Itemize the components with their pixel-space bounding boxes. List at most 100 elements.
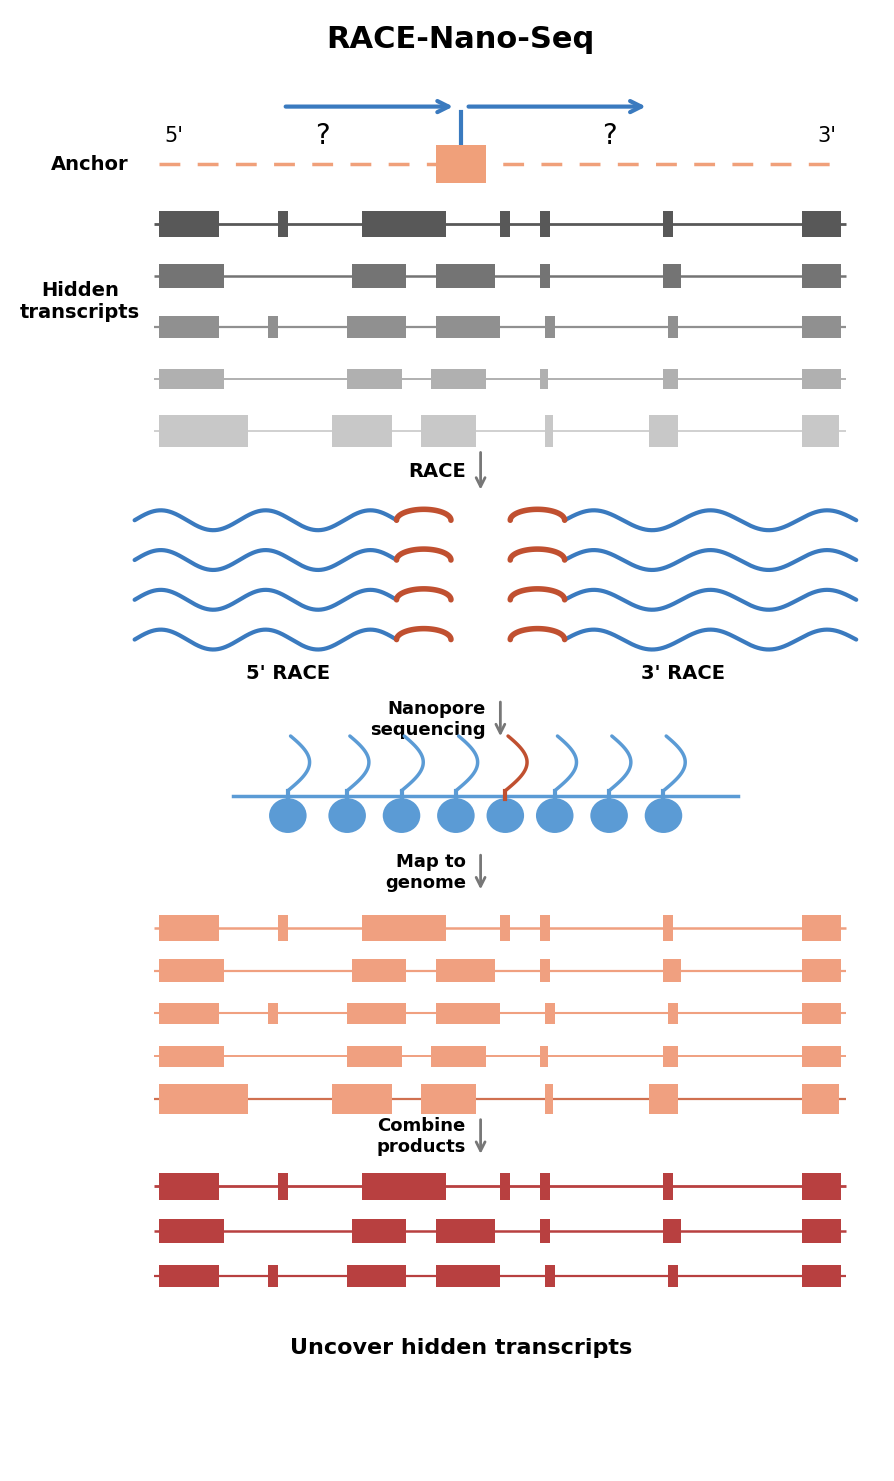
Ellipse shape	[536, 798, 573, 832]
Bar	[278, 210, 288, 237]
Bar	[500, 210, 510, 237]
Bar	[500, 915, 510, 940]
Bar	[801, 1173, 840, 1201]
Text: 5': 5'	[164, 126, 183, 147]
Bar	[159, 1084, 248, 1114]
Bar	[801, 317, 840, 338]
Bar	[347, 1003, 406, 1025]
Text: RACE: RACE	[408, 462, 465, 480]
Bar	[347, 1265, 406, 1287]
Bar	[801, 369, 840, 390]
Text: Anchor: Anchor	[51, 154, 129, 173]
Bar	[351, 1219, 406, 1243]
Text: 3': 3'	[816, 126, 835, 147]
Ellipse shape	[328, 798, 366, 832]
Bar	[648, 415, 678, 447]
Bar	[662, 1046, 678, 1066]
Bar	[668, 1003, 678, 1025]
Bar	[268, 317, 278, 338]
Bar	[435, 1265, 500, 1287]
Bar	[668, 1265, 678, 1287]
Bar	[662, 960, 680, 982]
Text: 5' RACE: 5' RACE	[246, 663, 330, 683]
Bar	[539, 210, 549, 237]
Bar	[668, 317, 678, 338]
Bar	[361, 1173, 445, 1201]
Bar	[662, 1219, 680, 1243]
Bar	[159, 1173, 218, 1201]
Bar	[801, 264, 840, 287]
Ellipse shape	[644, 798, 681, 832]
Bar	[435, 1003, 500, 1025]
Bar	[539, 264, 549, 287]
Bar	[801, 1084, 839, 1114]
Bar	[159, 1003, 218, 1025]
Bar	[431, 1046, 485, 1066]
Bar	[347, 1046, 401, 1066]
Bar	[801, 1219, 840, 1243]
Bar	[801, 960, 840, 982]
Text: Hidden
transcripts: Hidden transcripts	[21, 281, 140, 321]
Bar	[648, 1084, 678, 1114]
Text: RACE-Nano-Seq: RACE-Nano-Seq	[326, 25, 595, 55]
Text: Combine
products: Combine products	[376, 1117, 465, 1157]
Bar	[435, 145, 485, 184]
Bar	[500, 1173, 510, 1201]
Bar	[544, 1084, 552, 1114]
Bar	[332, 1084, 392, 1114]
Text: ?: ?	[601, 123, 616, 151]
Bar	[421, 415, 475, 447]
Bar	[431, 369, 485, 390]
Bar	[421, 1084, 475, 1114]
Bar	[159, 210, 218, 237]
Ellipse shape	[486, 798, 524, 832]
Bar	[662, 1173, 672, 1201]
Bar	[351, 960, 406, 982]
Bar	[801, 1265, 840, 1287]
Bar	[801, 1003, 840, 1025]
Bar	[539, 1173, 549, 1201]
Bar	[347, 317, 406, 338]
Bar	[159, 915, 218, 940]
Bar	[539, 369, 547, 390]
Bar	[435, 264, 495, 287]
Bar	[435, 960, 495, 982]
Text: Nanopore
sequencing: Nanopore sequencing	[369, 699, 485, 739]
Bar	[662, 915, 672, 940]
Bar	[268, 1265, 278, 1287]
Bar	[539, 960, 549, 982]
Bar	[435, 1219, 495, 1243]
Bar	[159, 960, 224, 982]
Bar	[159, 1046, 224, 1066]
Text: Map to
genome: Map to genome	[384, 853, 465, 892]
Bar	[268, 1003, 278, 1025]
Ellipse shape	[590, 798, 628, 832]
Ellipse shape	[436, 798, 474, 832]
Bar	[361, 915, 445, 940]
Text: ?: ?	[315, 123, 329, 151]
Bar	[159, 415, 248, 447]
Bar	[159, 1219, 224, 1243]
Bar	[539, 915, 549, 940]
Bar	[662, 210, 672, 237]
Ellipse shape	[383, 798, 420, 832]
Bar	[347, 369, 401, 390]
Bar	[544, 317, 554, 338]
Text: 3' RACE: 3' RACE	[640, 663, 724, 683]
Ellipse shape	[269, 798, 307, 832]
Bar	[539, 1219, 549, 1243]
Bar	[278, 915, 288, 940]
Bar	[278, 1173, 288, 1201]
Bar	[544, 1265, 554, 1287]
Bar	[801, 415, 839, 447]
Bar	[159, 317, 218, 338]
Bar	[544, 1003, 554, 1025]
Bar	[801, 210, 840, 237]
Bar	[662, 264, 680, 287]
Bar	[662, 369, 678, 390]
Bar	[544, 415, 552, 447]
Bar	[159, 369, 224, 390]
Text: Uncover hidden transcripts: Uncover hidden transcripts	[290, 1337, 631, 1358]
Bar	[351, 264, 406, 287]
Bar	[159, 1265, 218, 1287]
